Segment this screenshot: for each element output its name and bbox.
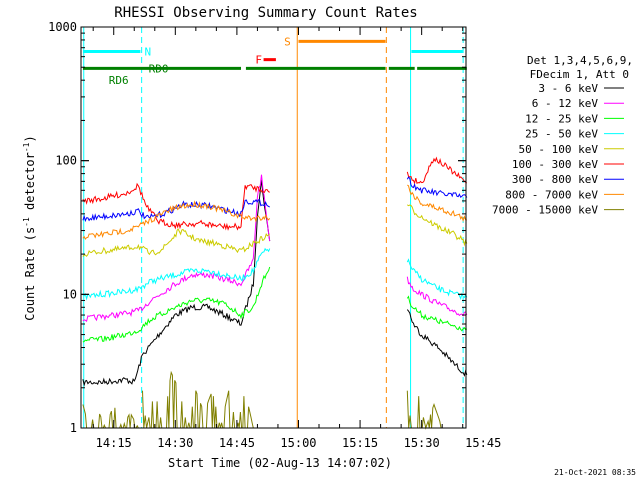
series-line-0-1 <box>406 309 468 377</box>
legend-label-2: 12 - 25 keV <box>525 112 598 125</box>
legend-label-3: 25 - 50 keV <box>525 128 598 141</box>
series-line-2-0 <box>82 266 271 343</box>
series-line-8-0 <box>82 404 139 429</box>
flag-label-rd6: RD6 <box>109 74 129 87</box>
series-line-5-0 <box>82 182 270 231</box>
y-axis-label-exponent-1: -1 <box>22 217 31 227</box>
legend: Det 1,3,4,5,6,9, FDecim 1, Att 0 3 - 6 k… <box>492 54 633 217</box>
series-6-12-kev <box>82 174 468 323</box>
y-tick-label-10: 10 <box>63 287 77 301</box>
legend-label-8: 7000 - 15000 keV <box>492 204 598 217</box>
series-line-5-1 <box>406 156 468 185</box>
x-tick-label-1415: 14:15 <box>96 436 132 450</box>
legend-label-7: 800 - 7000 keV <box>505 188 598 201</box>
x-tick-label-1515: 15:15 <box>342 436 378 450</box>
series-line-8-2 <box>406 390 443 430</box>
series-line-4-1 <box>406 204 468 247</box>
series-line-7-0 <box>82 200 271 240</box>
flag-label-rd0: RD0 <box>149 62 169 75</box>
y-axis-label: Count Rate (s-1 detector-1) <box>22 135 37 320</box>
y-tick-label-100: 100 <box>55 154 77 168</box>
x-tick-label-1445: 14:45 <box>219 436 255 450</box>
plot-frame <box>80 26 467 429</box>
series-800-7000-kev <box>82 184 467 240</box>
date-stamp: 21-Oct-2021 08:35 <box>554 468 636 477</box>
flag-f: F <box>255 54 276 67</box>
series-line-1-0 <box>82 174 271 323</box>
x-tick-label-1430: 14:30 <box>157 436 193 450</box>
y-axis-label-exponent-2: -1 <box>22 142 31 152</box>
flag-label-n: N <box>145 46 152 59</box>
series-line-7-1 <box>407 184 467 222</box>
series-25-50-kev <box>82 247 468 301</box>
flag-s: S <box>284 35 386 48</box>
y-axis-label-main: Count Rate (s <box>23 227 37 321</box>
y-axis: 1 10 100 1000 <box>48 20 466 435</box>
series-3-6-kev <box>82 179 468 387</box>
x-axis-label: Start Time (02-Aug-13 14:07:02) <box>168 456 392 470</box>
legend-label-0: 3 - 6 keV <box>538 82 598 95</box>
series-100-300-kev <box>82 156 468 231</box>
series-7000-15000-kev <box>82 370 443 430</box>
chart-title: RHESSI Observing Summary Count Rates <box>114 5 417 21</box>
series-12-25-kev <box>82 266 467 343</box>
legend-label-5: 100 - 300 keV <box>512 158 598 171</box>
flag-n: N <box>82 46 463 59</box>
y-tick-label-1: 1 <box>70 421 77 435</box>
y-axis-label-end: ) <box>23 135 37 142</box>
series-line-1-1 <box>406 276 468 317</box>
series-line-3-1 <box>406 258 468 301</box>
legend-label-1: 6 - 12 keV <box>532 97 599 110</box>
series-line-0-0 <box>82 179 271 387</box>
flag-label-f: F <box>255 54 262 67</box>
flag-rd0: RD0 <box>82 62 467 75</box>
legend-label-6: 300 - 800 keV <box>512 173 598 186</box>
flag-label-s: S <box>284 35 291 48</box>
y-tick-label-1000: 1000 <box>48 20 77 34</box>
legend-label-4: 50 - 100 keV <box>519 143 599 156</box>
series-300-800-kev <box>82 176 468 223</box>
x-tick-label-1530: 15:30 <box>404 436 440 450</box>
series-line-2-1 <box>406 295 467 332</box>
legend-header-line-1: Det 1,3,4,5,6,9, <box>527 54 633 67</box>
x-axis: 14:15 14:30 14:45 15:00 15:15 15:30 15:45 <box>92 27 501 450</box>
series-50-100-kev <box>82 204 468 257</box>
series-line-8-1 <box>142 370 254 429</box>
flag-rd6: RD6 <box>109 74 129 87</box>
plot-area: N S F RD0 RD6 <box>82 27 468 430</box>
y-axis-label-middle: detector <box>23 152 37 217</box>
series-line-6-0 <box>82 198 270 223</box>
series-line-4-0 <box>82 228 270 257</box>
series-line-6-1 <box>406 176 468 199</box>
legend-header-line-2: FDecim 1, Att 0 <box>530 68 629 81</box>
series-line-3-0 <box>82 247 271 301</box>
x-tick-label-1545: 15:45 <box>465 436 501 450</box>
x-tick-label-1500: 15:00 <box>280 436 316 450</box>
